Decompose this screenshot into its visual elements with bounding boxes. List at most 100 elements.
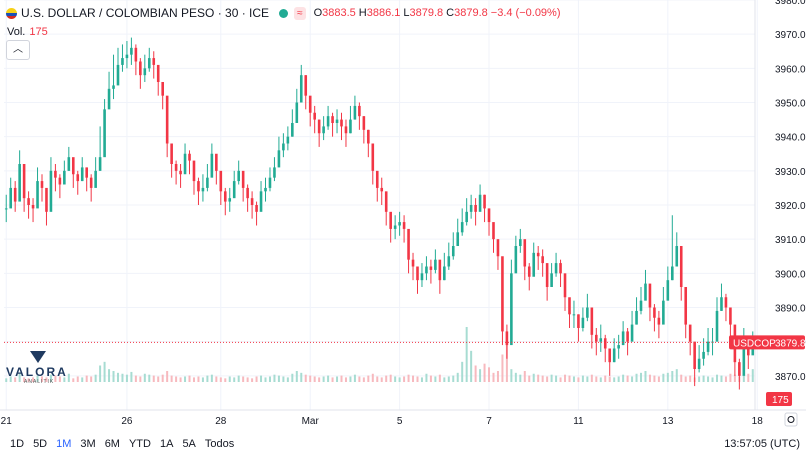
candle-body <box>197 181 200 192</box>
volume-bar <box>711 377 714 382</box>
candle-body <box>697 358 701 369</box>
candle-body <box>241 170 245 188</box>
candle-body <box>572 314 576 316</box>
price-tick-label: 3940.0 <box>775 133 806 144</box>
volume-bar <box>94 374 97 382</box>
volume-bar <box>622 374 625 382</box>
candle-body <box>644 283 647 301</box>
volume-bar <box>465 327 468 382</box>
candle-body <box>277 150 281 168</box>
volume-bar <box>474 365 477 382</box>
volume-bar <box>179 377 182 382</box>
time-tick-label: 28 <box>215 416 227 427</box>
candle-body <box>67 157 71 171</box>
candle-body <box>308 95 312 113</box>
candle-body <box>192 160 196 182</box>
clock[interactable]: 13:57:05 (UTC) <box>724 438 800 450</box>
candle-body <box>724 297 728 308</box>
volume-bar <box>268 376 271 382</box>
time-tick-label: 7 <box>486 416 492 427</box>
candle-body <box>130 47 133 55</box>
candle-body <box>45 187 48 212</box>
volume-bar <box>742 375 745 382</box>
candle-body <box>147 58 151 69</box>
candle-body <box>4 208 8 210</box>
open-value: O3883.5 <box>313 7 356 19</box>
volume-bar <box>568 375 571 382</box>
candle-body <box>657 317 661 325</box>
volume-bar <box>251 378 254 382</box>
volume-bar <box>720 375 723 382</box>
time-tick-label: 13 <box>662 416 674 427</box>
volume-bar <box>134 375 137 382</box>
volume-bar <box>23 377 26 382</box>
volume-bar <box>666 372 669 382</box>
volume-bar <box>175 376 178 382</box>
data-delay-badge[interactable]: ≈ <box>294 6 306 20</box>
candle-body <box>340 119 343 127</box>
candle-body <box>389 211 392 229</box>
volume-bar <box>143 373 146 382</box>
candle-body <box>156 64 160 82</box>
candle-body <box>362 116 366 130</box>
candle-body <box>487 208 491 223</box>
volume-bar <box>380 377 383 382</box>
volume-bar <box>412 375 415 382</box>
timeframe-5a[interactable]: 5A <box>182 438 196 450</box>
timeframe-ytd[interactable]: YTD <box>128 438 151 450</box>
candle-body <box>116 64 120 86</box>
chevron-up-icon[interactable]: ︿ <box>6 40 30 60</box>
candle-body <box>501 256 504 332</box>
volume-bar <box>519 374 522 382</box>
candle-body <box>612 348 616 363</box>
candle-body <box>349 119 352 134</box>
candle-body <box>648 283 652 308</box>
time-axis[interactable]: 212628Mar5711131820 <box>0 409 806 427</box>
candle-body <box>523 239 527 267</box>
candle-body <box>402 222 406 229</box>
candle-body <box>322 126 325 134</box>
volume-bar <box>452 375 455 382</box>
candle-body <box>143 68 147 76</box>
volume-bar <box>416 376 419 382</box>
volume-bar <box>358 376 361 382</box>
timeframe-3m[interactable]: 3M <box>80 438 96 450</box>
volume-bar <box>707 376 710 382</box>
volume-bar <box>488 367 491 382</box>
timeframe-1d[interactable]: 1D <box>10 438 25 450</box>
candle-body <box>313 112 316 120</box>
volume-bar <box>201 377 204 382</box>
price-tick-label: 3970.0 <box>775 30 806 41</box>
volume-bar <box>18 373 21 382</box>
candle-body <box>188 153 191 161</box>
timeframe-1a[interactable]: 1A <box>159 438 174 450</box>
candle-body <box>80 167 84 182</box>
timeframe-selector[interactable]: 1D 5D 1M 3M 6M YTD 1A 5A Todos <box>10 438 243 450</box>
candle-body <box>375 170 379 188</box>
volume-bar <box>112 371 115 382</box>
candle-body <box>54 170 57 178</box>
volume-bar <box>237 375 240 382</box>
timeframe-1m[interactable]: 1M <box>56 438 72 450</box>
volume-bar <box>5 378 8 382</box>
volume-bar <box>45 377 48 382</box>
candle-body <box>474 205 477 212</box>
timeframe-5d[interactable]: 5D <box>33 438 48 450</box>
symbol-title[interactable]: U.S. DOLLAR / COLOMBIAN PESO · 30 · ICE <box>21 6 270 20</box>
candle-body <box>554 263 558 274</box>
volume-bar <box>702 375 705 382</box>
candle-body <box>443 266 446 281</box>
candle-body <box>451 246 455 257</box>
volume-bar <box>640 372 643 382</box>
legend-header: U.S. DOLLAR / COLOMBIAN PESO · 30 · ICE … <box>6 4 561 22</box>
candle-body <box>635 310 638 325</box>
volume-bar <box>54 375 57 382</box>
volume-bar <box>340 375 343 382</box>
time-tick-label: 21 <box>1 416 13 427</box>
volume-bar <box>456 372 459 382</box>
timeframe-6m[interactable]: 6M <box>104 438 120 450</box>
volume-bar <box>116 372 119 382</box>
candle-body <box>590 307 594 335</box>
timeframe-todos[interactable]: Todos <box>204 438 235 450</box>
